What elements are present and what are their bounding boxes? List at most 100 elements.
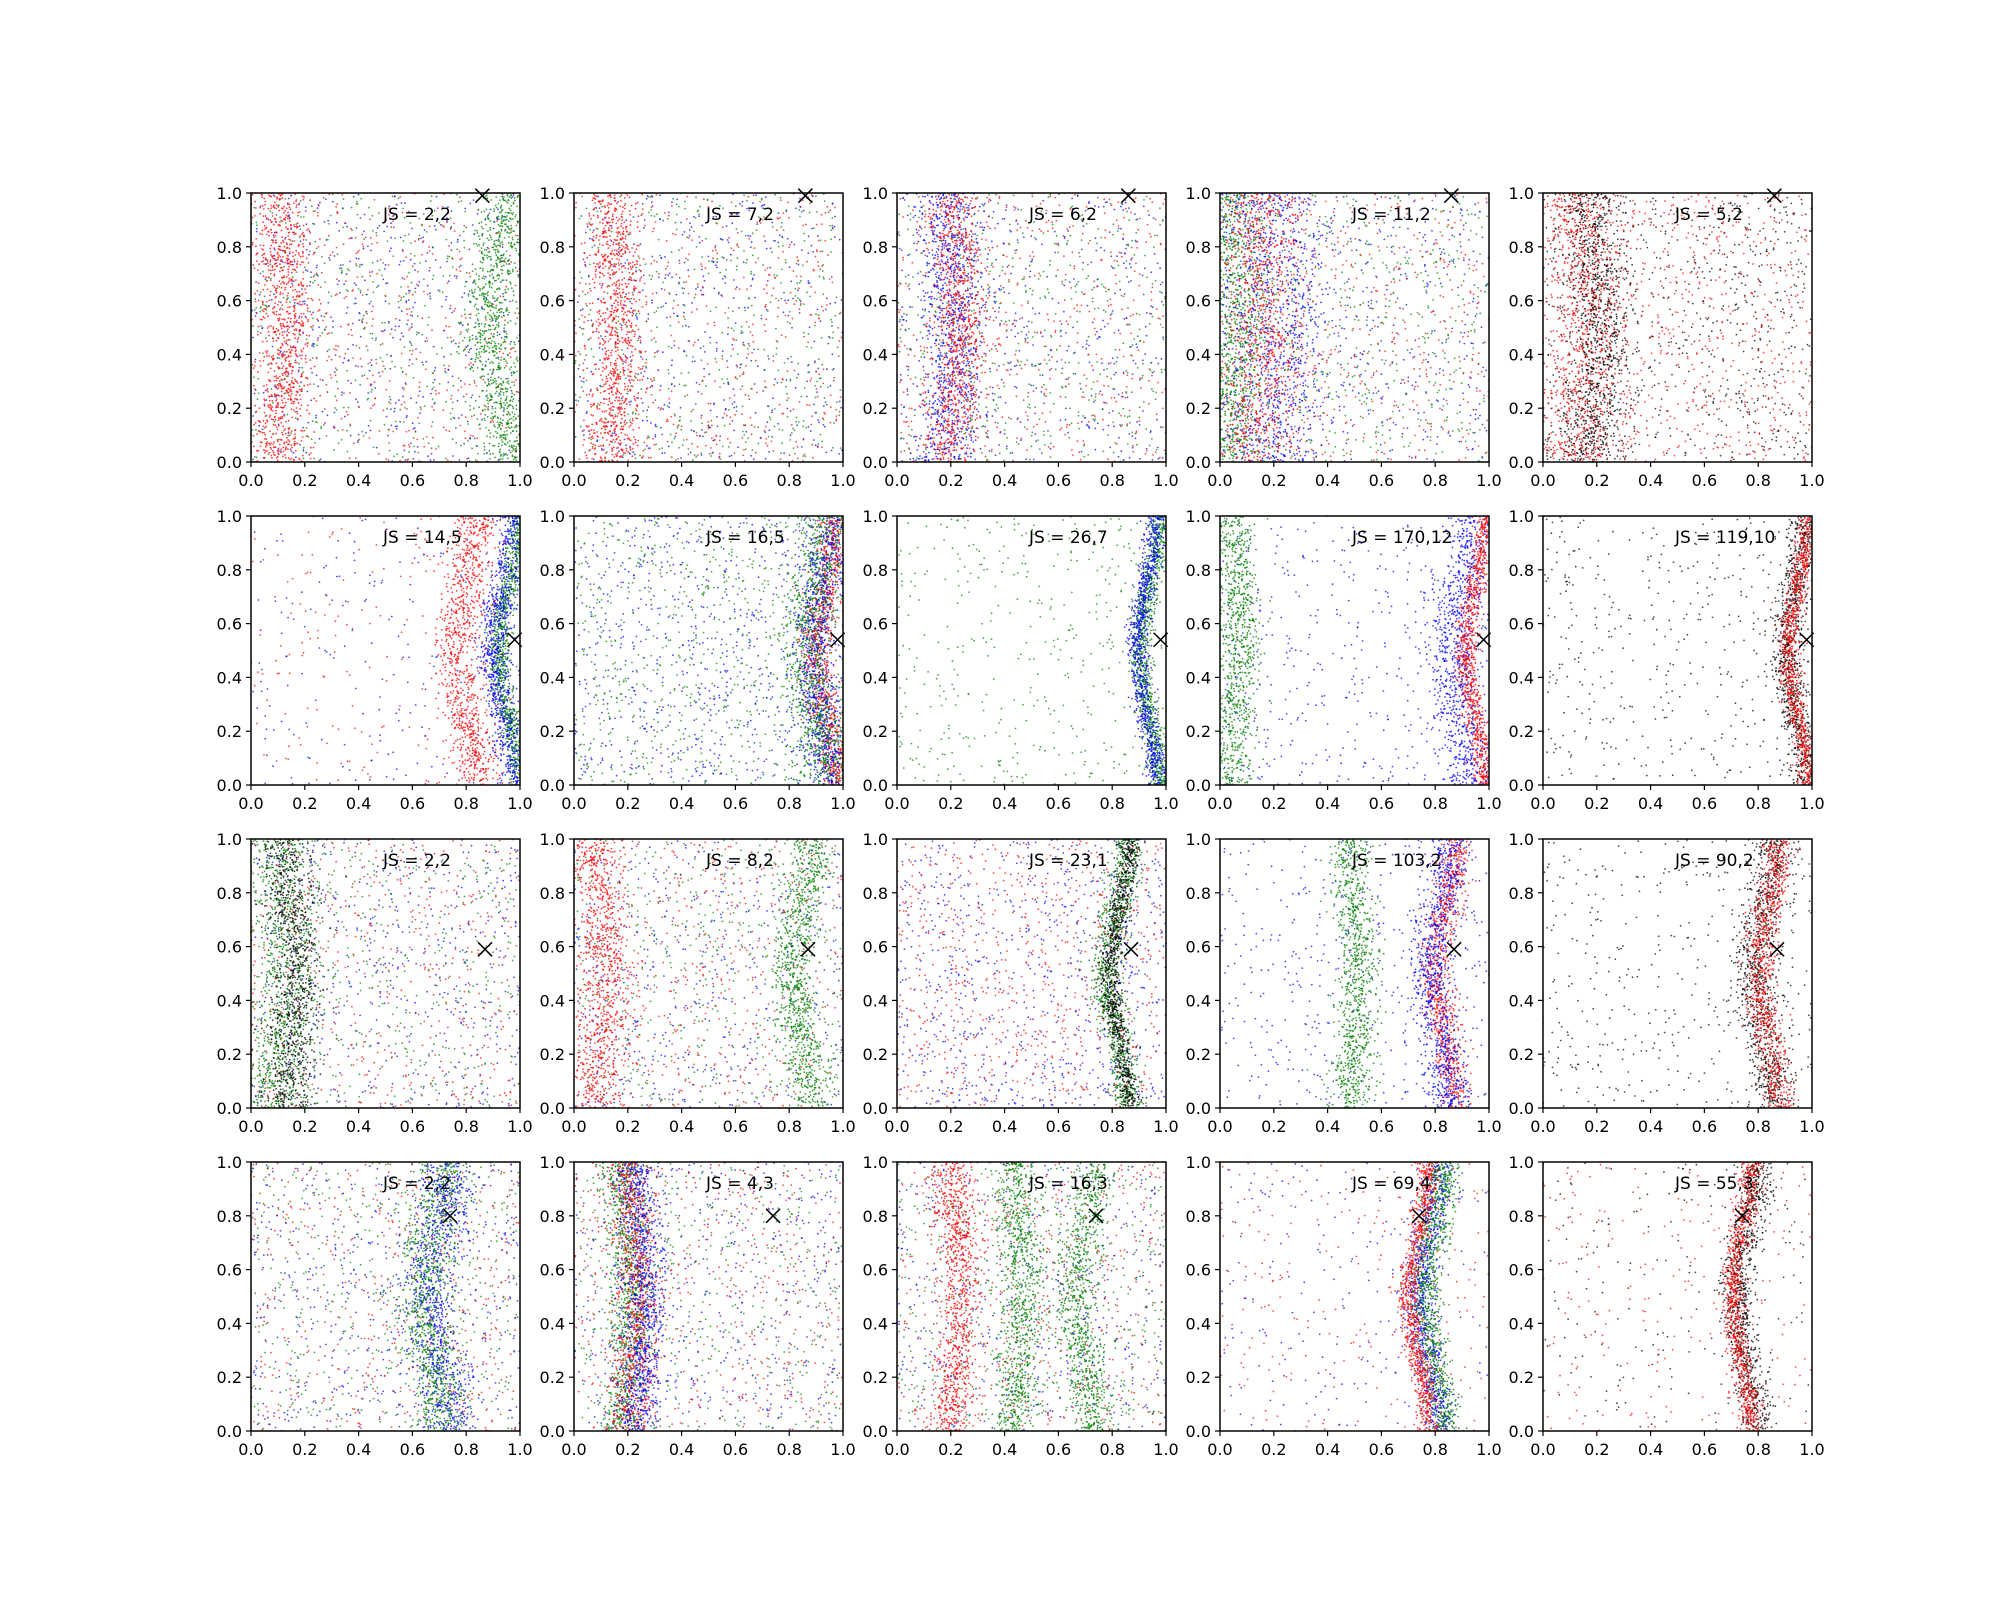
y-tick-label: 0.4 [217, 345, 242, 364]
y-tick-label: 1.0 [217, 184, 242, 203]
js-label: JS = 4,3 [705, 1174, 774, 1194]
x-tick-label: 0.6 [723, 1117, 748, 1136]
y-axis: 0.00.20.40.60.81.0 [863, 830, 897, 1118]
y-tick-label: 0.0 [217, 453, 242, 472]
y-tick-label: 0.0 [863, 453, 888, 472]
x-tick-label: 0.6 [1369, 1440, 1394, 1459]
y-tick-label: 0.2 [863, 722, 888, 741]
x-tick-label: 0.6 [1369, 794, 1394, 813]
x-axis: 0.0 0.2 0.4 0.6 0.8 1.0 [561, 462, 855, 490]
y-tick-label: 0.0 [1509, 1099, 1534, 1118]
x-tick-label: 0.2 [1261, 794, 1286, 813]
js-label: JS = 8,2 [705, 851, 774, 871]
y-tick-label: 0.6 [1186, 292, 1211, 311]
y-tick-label: 0.0 [1186, 453, 1211, 472]
y-tick-label: 0.2 [540, 722, 565, 741]
x-axis: 0.0 0.2 0.4 0.6 0.8 1.0 [238, 1108, 532, 1136]
x-tick-label: 1.0 [1799, 1440, 1824, 1459]
x-tick-label: 1.0 [830, 1117, 855, 1136]
x-tick-label: 1.0 [1799, 471, 1824, 490]
x-tick-label: 0.0 [238, 1440, 263, 1459]
x-tick-label: 1.0 [1153, 1117, 1178, 1136]
x-tick-label: 0.0 [1207, 1440, 1232, 1459]
panel-r3-c3: 0.0 0.2 0.4 0.6 0.8 1.00.00.20.40.60.81.0JS =… [863, 830, 1179, 1136]
x-tick-label: 0.0 [238, 471, 263, 490]
y-axis: 0.00.20.40.60.81.0 [217, 184, 251, 472]
y-tick-label: 0.2 [1509, 1368, 1534, 1387]
scatter-points [1219, 192, 1490, 463]
y-tick-label: 0.6 [217, 615, 242, 634]
panel-r1-c3: 0.0 0.2 0.4 0.6 0.8 1.00.00.20.40.60.81.0JS =… [863, 184, 1179, 490]
scatter-points [1221, 838, 1490, 1109]
y-axis: 0.00.20.40.60.81.0 [540, 1153, 574, 1441]
panel-r1-c1: 0.0 0.2 0.4 0.6 0.8 1.00.00.20.40.60.81.0JS =… [217, 184, 533, 490]
scatter-points [250, 838, 520, 1109]
y-tick-label: 0.0 [540, 453, 565, 472]
y-tick-label: 0.6 [540, 292, 565, 311]
axes-frame [1543, 193, 1812, 462]
panel-r3-c2: 0.0 0.2 0.4 0.6 0.8 1.00.00.20.40.60.81.0JS =… [540, 830, 856, 1136]
y-axis: 0.00.20.40.60.81.0 [1186, 830, 1220, 1118]
x-tick-label: 0.0 [884, 471, 909, 490]
x-marker [1121, 189, 1135, 203]
panel-r1-c5: 0.0 0.2 0.4 0.6 0.8 1.00.00.20.40.60.81.0JS =… [1509, 184, 1825, 490]
y-tick-label: 0.4 [1186, 668, 1211, 687]
y-tick-label: 0.2 [1186, 1368, 1211, 1387]
y-tick-label: 0.8 [863, 561, 888, 580]
x-tick-label: 0.6 [723, 794, 748, 813]
x-tick-label: 0.0 [1207, 1117, 1232, 1136]
x-tick-label: 0.4 [1638, 1440, 1663, 1459]
y-tick-label: 0.8 [1509, 884, 1534, 903]
x-axis: 0.0 0.2 0.4 0.6 0.8 1.0 [1207, 1108, 1501, 1136]
x-axis: 0.0 0.2 0.4 0.6 0.8 1.0 [238, 1431, 532, 1459]
scatter-points [896, 1161, 1167, 1432]
y-tick-label: 0.2 [1509, 399, 1534, 418]
y-tick-label: 0.0 [863, 1422, 888, 1441]
y-tick-label: 1.0 [540, 184, 565, 203]
x-tick-label: 1.0 [1476, 1440, 1501, 1459]
y-tick-label: 0.8 [540, 561, 565, 580]
x-tick-label: 1.0 [1799, 1117, 1824, 1136]
y-tick-label: 1.0 [540, 830, 565, 849]
scatter-points [250, 1161, 520, 1432]
x-tick-label: 0.4 [992, 1440, 1017, 1459]
js-label: JS = 7,2 [705, 205, 774, 225]
x-tick-label: 0.2 [1261, 471, 1286, 490]
scatter-points [896, 838, 1167, 1109]
x-tick-label: 1.0 [1153, 1440, 1178, 1459]
x-tick-label: 0.8 [1745, 1440, 1770, 1459]
scatter-points [1219, 515, 1490, 786]
x-tick-label: 0.4 [992, 794, 1017, 813]
y-tick-label: 0.0 [217, 1099, 242, 1118]
y-tick-label: 0.8 [540, 1207, 565, 1226]
y-tick-label: 0.2 [540, 1368, 565, 1387]
y-tick-label: 0.0 [863, 1099, 888, 1118]
y-tick-label: 0.2 [217, 722, 242, 741]
x-tick-label: 1.0 [1799, 794, 1824, 813]
y-tick-label: 0.2 [217, 1045, 242, 1064]
x-tick-label: 1.0 [1476, 794, 1501, 813]
x-tick-label: 0.6 [1692, 794, 1717, 813]
x-tick-label: 0.8 [453, 1117, 478, 1136]
x-tick-label: 0.8 [1745, 1117, 1770, 1136]
panel-r4-c4: 0.0 0.2 0.4 0.6 0.8 1.00.00.20.40.60.81.0JS =… [1186, 1153, 1502, 1459]
scatter-points [1542, 1161, 1813, 1432]
js-label: JS = 16,3 [1028, 1174, 1108, 1194]
y-axis: 0.00.20.40.60.81.0 [1186, 1153, 1220, 1441]
x-marker [1447, 942, 1461, 956]
x-tick-label: 0.8 [1422, 1440, 1447, 1459]
x-axis: 0.0 0.2 0.4 0.6 0.8 1.0 [561, 785, 855, 813]
x-tick-label: 0.0 [1530, 1117, 1555, 1136]
js-label: JS = 5,2 [1674, 205, 1743, 225]
x-tick-label: 0.2 [292, 794, 317, 813]
x-tick-label: 0.8 [453, 1440, 478, 1459]
scatter-points [250, 192, 521, 463]
axes-frame [1543, 516, 1812, 785]
axes-frame [1220, 516, 1489, 785]
y-tick-label: 0.8 [1186, 1207, 1211, 1226]
x-tick-label: 0.8 [776, 1440, 801, 1459]
y-tick-label: 1.0 [1186, 1153, 1211, 1172]
x-tick-label: 0.8 [776, 794, 801, 813]
y-tick-label: 0.8 [1509, 561, 1534, 580]
x-tick-label: 0.2 [938, 1117, 963, 1136]
